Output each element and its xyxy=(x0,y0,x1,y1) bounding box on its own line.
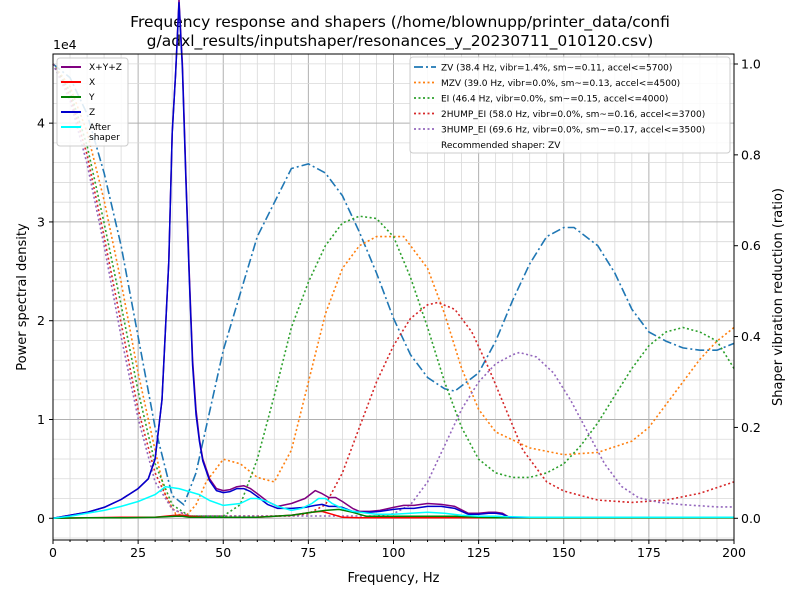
y-tick-label: 4 xyxy=(37,116,45,131)
recommended-shaper-note: Recommended shaper: ZV xyxy=(441,141,561,151)
y-tick-label: 2 xyxy=(37,313,45,328)
legend-label: After xyxy=(89,123,111,133)
legend-label: ZV (38.4 Hz, vibr=1.4%, sm~=0.11, accel<… xyxy=(441,64,672,74)
legend-label: X+Y+Z xyxy=(89,63,122,73)
x-tick-label: 200 xyxy=(722,545,746,560)
y-axis-label: Power spectral density xyxy=(15,223,30,371)
psd-line xyxy=(52,508,734,520)
legend-shapers: ZV (38.4 Hz, vibr=1.4%, sm~=0.11, accel<… xyxy=(409,56,731,154)
legend-label: EI (46.4 Hz, vibr=0.0%, sm~=0.15, accel<… xyxy=(441,95,668,105)
shaper-line xyxy=(52,63,735,517)
psd-line xyxy=(52,485,734,520)
x-tick-label: 150 xyxy=(552,545,576,560)
grid xyxy=(52,54,735,540)
y-tick-label: 0 xyxy=(37,511,45,526)
axes: 0 25 50 75 100 125 150 175 200 0 1 2 3 4 0.0 0.2 0.4 0.6 0… xyxy=(15,37,786,586)
x-tick-label: 50 xyxy=(215,545,231,560)
y2-tick-label: 0.8 xyxy=(741,147,761,162)
title-line: Frequency response and shapers (/home/bl… xyxy=(130,13,670,32)
y2-tick-label: 0.6 xyxy=(741,238,761,253)
x-tick-label: 25 xyxy=(130,545,146,560)
y2-tick-label: 0.2 xyxy=(741,420,761,435)
x-axis-label: Frequency, Hz xyxy=(347,571,439,586)
y2-axis-label: Shaper vibration reduction (ratio) xyxy=(771,188,786,406)
x-tick-label: 125 xyxy=(467,545,491,560)
legend-label: X xyxy=(89,78,95,88)
legend-label: shaper xyxy=(89,133,120,143)
legend-box xyxy=(56,57,129,147)
legend-label: Z xyxy=(89,108,95,118)
y-multiplier-label: 1e4 xyxy=(53,37,77,52)
shaper-line xyxy=(52,63,735,517)
legend-label: Y xyxy=(88,93,95,103)
shaper-line xyxy=(52,63,734,517)
x-tick-label: 100 xyxy=(382,545,406,560)
y2-tick-label: 0.4 xyxy=(741,329,761,344)
legend-label: 3HUMP_EI (69.6 Hz, vibr=0.0%, sm~=0.17, … xyxy=(441,126,705,136)
y2-tick-label: 0.0 xyxy=(741,511,761,526)
y2-tick-label: 1.0 xyxy=(741,56,761,71)
y-tick-label: 3 xyxy=(37,214,45,229)
x-tick-label: 175 xyxy=(637,545,661,560)
title-line: g/adxl_results/inputshaper/resonances_y_… xyxy=(147,32,654,51)
x-tick-label: 75 xyxy=(300,545,316,560)
chart-title: Frequency response and shapers (/home/bl… xyxy=(130,13,670,51)
legend-label: 2HUMP_EI (58.0 Hz, vibr=0.0%, sm~=0.16, … xyxy=(441,110,705,120)
shaper-line xyxy=(52,63,735,506)
y-tick-label: 1 xyxy=(37,412,45,427)
legend-box xyxy=(409,56,731,154)
legend-label: MZV (39.0 Hz, vibr=0.0%, sm~=0.13, accel… xyxy=(441,79,680,89)
x-tick-label: 0 xyxy=(49,545,57,560)
data-series xyxy=(52,0,735,520)
